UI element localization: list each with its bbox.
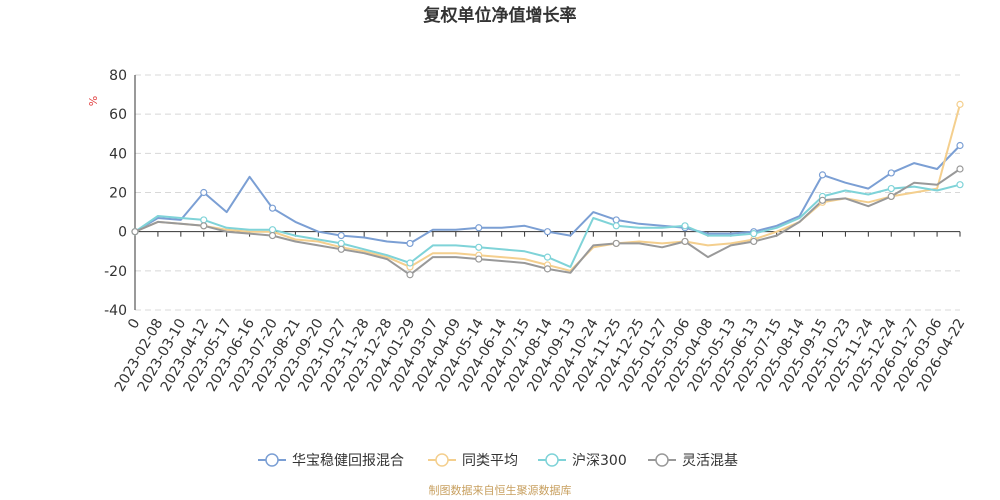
y-tick-label: -40 — [104, 303, 127, 319]
data-point — [268, 204, 277, 212]
data-point — [956, 165, 964, 173]
data-point — [543, 253, 552, 261]
legend[interactable]: 华宝稳健回报混合 同类平均 沪深300 灵活混基 — [258, 452, 738, 469]
data-point — [750, 230, 758, 238]
data-point — [681, 222, 689, 230]
data-point — [887, 184, 895, 193]
data-point — [406, 259, 414, 267]
legend-label: 沪深300 — [572, 453, 627, 469]
y-tick-label: 20 — [109, 186, 127, 202]
legend-marker-icon — [435, 453, 449, 467]
data-point — [887, 192, 895, 201]
data-point — [475, 224, 483, 232]
y-tick-label: -20 — [104, 264, 127, 280]
legend-item-2[interactable]: 沪深300 — [538, 453, 627, 469]
legend-label: 灵活混基 — [682, 452, 738, 469]
data-point — [268, 226, 277, 234]
data-point — [612, 216, 620, 224]
data-point — [818, 171, 827, 179]
data-point — [887, 169, 895, 177]
data-point — [612, 222, 620, 230]
y-tick-label: 40 — [109, 146, 127, 162]
y-tick-label: 80 — [109, 68, 127, 84]
legend-item-0[interactable]: 华宝稳健回报混合 — [258, 453, 404, 469]
legend-label: 同类平均 — [462, 453, 518, 469]
data-point — [406, 271, 414, 279]
data-source-note: 制图数据来自恒生聚源数据库 — [429, 483, 572, 497]
legend-marker-icon — [655, 453, 669, 467]
y-axis-unit: % — [87, 96, 100, 106]
data-point — [956, 141, 964, 150]
data-point — [818, 196, 827, 204]
data-point — [612, 239, 620, 248]
y-tick-label: 60 — [109, 107, 127, 123]
data-point — [475, 243, 483, 251]
data-point — [475, 255, 483, 263]
data-point — [543, 228, 552, 236]
data-point — [337, 231, 345, 240]
legend-item-3[interactable]: 灵活混基 — [648, 452, 738, 469]
data-point — [268, 231, 277, 240]
data-point — [406, 239, 414, 248]
legend-marker-icon — [545, 453, 559, 467]
data-point — [681, 237, 689, 246]
data-point — [337, 245, 345, 253]
data-point — [543, 265, 552, 273]
legend-marker-icon — [265, 453, 279, 467]
data-point — [337, 239, 345, 248]
series-line-1 — [134, 104, 961, 272]
data-point — [956, 100, 964, 108]
series-markers — [131, 100, 964, 279]
x-tick-label: 0 — [125, 316, 143, 332]
chart-title: 复权单位净值增长率 — [423, 5, 577, 26]
plot-area — [134, 104, 961, 276]
data-point — [200, 216, 208, 224]
data-point — [131, 228, 139, 236]
legend-label: 华宝稳健回报混合 — [292, 453, 404, 469]
data-point — [200, 222, 208, 230]
y-tick-label: 0 — [118, 225, 127, 241]
data-point — [200, 188, 208, 197]
data-point — [956, 181, 964, 189]
legend-item-1[interactable]: 同类平均 — [428, 453, 518, 469]
data-point — [750, 237, 758, 246]
